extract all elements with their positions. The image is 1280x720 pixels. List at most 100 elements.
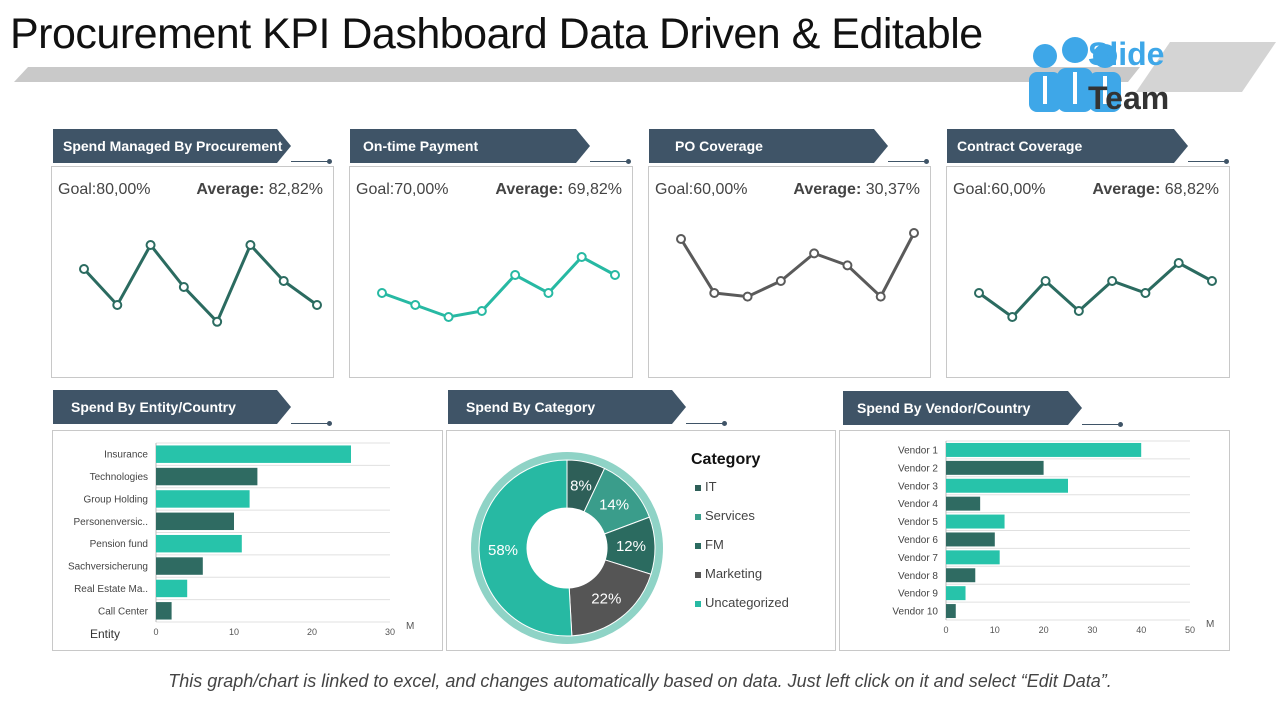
kpi-header-po-coverage: PO Coverage: [649, 129, 888, 163]
bar: [946, 478, 1068, 493]
line-chart-spend-managed[interactable]: [52, 167, 333, 377]
data-point: [1107, 276, 1118, 286]
legend-label: FM: [705, 537, 724, 552]
data-point: [79, 264, 89, 274]
kpi-header-on-time-payment: On-time Payment: [350, 129, 590, 163]
legend-swatch: [695, 571, 701, 578]
kpi-panel-on-time-payment[interactable]: Goal:70,00% Average: 69,82%: [349, 166, 633, 378]
legend-item: Services: [695, 508, 755, 523]
category-label: Vendor 8: [898, 571, 938, 582]
header-rule-dot: [722, 421, 727, 426]
bar-chart-vendor[interactable]: Vendor 1 Vendor 2 Vendor 3 Vendor 4 Vendor 5…: [840, 431, 1229, 650]
header-rule-dot: [327, 159, 332, 164]
goal-text: Goal:60,00%: [953, 181, 1046, 198]
legend-title: Category: [691, 451, 761, 468]
tick-label: 10: [229, 627, 239, 637]
average-text: Average: 69,82%: [495, 181, 622, 198]
tick-label: 40: [1136, 625, 1146, 635]
header-rule: [1188, 161, 1226, 162]
data-point: [443, 312, 454, 322]
data-point: [610, 270, 620, 280]
header-rule-dot: [924, 159, 929, 164]
goal-text: Goal:80,00%: [58, 181, 151, 198]
panel-spend-by-vendor[interactable]: Vendor 1 Vendor 2 Vendor 3 Vendor 4 Vendor 5…: [839, 430, 1230, 651]
category-label: Personenversic..: [74, 517, 148, 528]
goal-text: Goal:70,00%: [356, 181, 449, 198]
bar: [946, 568, 976, 583]
header-spend-by-vendor: Spend By Vendor/Country: [843, 391, 1082, 425]
line-chart-po-coverage[interactable]: [649, 167, 930, 377]
line-chart-contract-coverage[interactable]: [947, 167, 1229, 377]
kpi-panel-contract-coverage[interactable]: Goal:60,00% Average: 68,82%: [946, 166, 1230, 378]
data-point: [1140, 288, 1151, 298]
legend-swatch: [695, 484, 701, 491]
category-label: Real Estate Ma..: [74, 584, 148, 595]
legend-label: Marketing: [705, 566, 763, 581]
panel-spend-by-entity[interactable]: Insurance Technologies Group Holding Person…: [52, 430, 443, 651]
bar: [946, 586, 966, 601]
legend-item: IT: [695, 479, 717, 494]
category-label: Vendor 1: [898, 445, 938, 456]
data-point: [278, 276, 289, 286]
data-point: [245, 240, 256, 250]
logo-text-slide: Slide: [1088, 36, 1165, 72]
legend-swatch: [695, 542, 701, 549]
legend-label: IT: [705, 479, 717, 494]
data-point: [809, 248, 820, 259]
average-text: Average: 68,82%: [1092, 181, 1219, 198]
category-label: Group Holding: [84, 494, 148, 505]
header-rule: [590, 161, 628, 162]
header-spend-by-category: Spend By Category: [448, 390, 686, 424]
category-label: Vendor 5: [898, 517, 938, 528]
data-point: [476, 306, 487, 316]
logo-text-team: Team: [1088, 80, 1170, 116]
bar-chart-entity[interactable]: Insurance Technologies Group Holding Person…: [53, 431, 442, 650]
data-point: [1073, 306, 1084, 316]
legend-swatch: [695, 600, 701, 607]
data-point: [875, 291, 886, 302]
kpi-panel-spend-managed[interactable]: Goal:80,00% Average: 82,82%: [51, 166, 334, 378]
data-point: [842, 260, 853, 271]
title-underline: [14, 42, 1276, 92]
tick-label: 30: [1087, 625, 1097, 635]
tick-label: 50: [1185, 625, 1195, 635]
donut-chart-category[interactable]: 8% 14% 12% 22% 58%: [447, 431, 835, 650]
panel-spend-by-category[interactable]: 8% 14% 12% 22% 58% Category IT Services FM Mark…: [446, 430, 836, 651]
data-point: [312, 300, 322, 310]
data-point: [909, 228, 919, 238]
data-point: [709, 288, 720, 298]
category-label: Pension fund: [90, 539, 148, 550]
tick-label: 20: [307, 627, 317, 637]
slice-label: 12%: [616, 538, 646, 555]
bar: [156, 557, 203, 575]
header-rule: [1082, 424, 1120, 425]
category-label: Vendor 6: [898, 535, 938, 546]
bar: [156, 579, 188, 598]
line-chart-on-time-payment[interactable]: [350, 167, 632, 377]
kpi-panel-po-coverage[interactable]: Goal:60,00% Average: 30,37%: [648, 166, 931, 378]
legend-item: Uncategorized: [695, 595, 789, 610]
data-point: [510, 270, 521, 280]
category-label: Call Center: [98, 606, 149, 617]
bar: [946, 496, 981, 511]
slice-label: 8%: [570, 478, 592, 495]
series-line: [82, 242, 318, 325]
data-point: [145, 240, 156, 250]
header-rule-dot: [1224, 159, 1229, 164]
series-line: [381, 255, 616, 319]
unit-label: M: [406, 621, 414, 632]
goal-text: Goal:60,00%: [655, 181, 748, 198]
header-rule: [291, 423, 329, 424]
category-label: Vendor 3: [898, 481, 938, 492]
legend-swatch: [695, 513, 701, 520]
data-point: [974, 288, 984, 298]
tick-label: 0: [153, 627, 158, 637]
bar: [156, 512, 234, 531]
data-point: [543, 288, 554, 298]
slice-label: 58%: [488, 542, 518, 559]
data-point: [212, 316, 223, 327]
header-rule-dot: [626, 159, 631, 164]
category-label: Vendor 2: [898, 463, 938, 474]
category-label: Sachversicherung: [68, 562, 148, 573]
tick-label: 20: [1039, 625, 1049, 635]
